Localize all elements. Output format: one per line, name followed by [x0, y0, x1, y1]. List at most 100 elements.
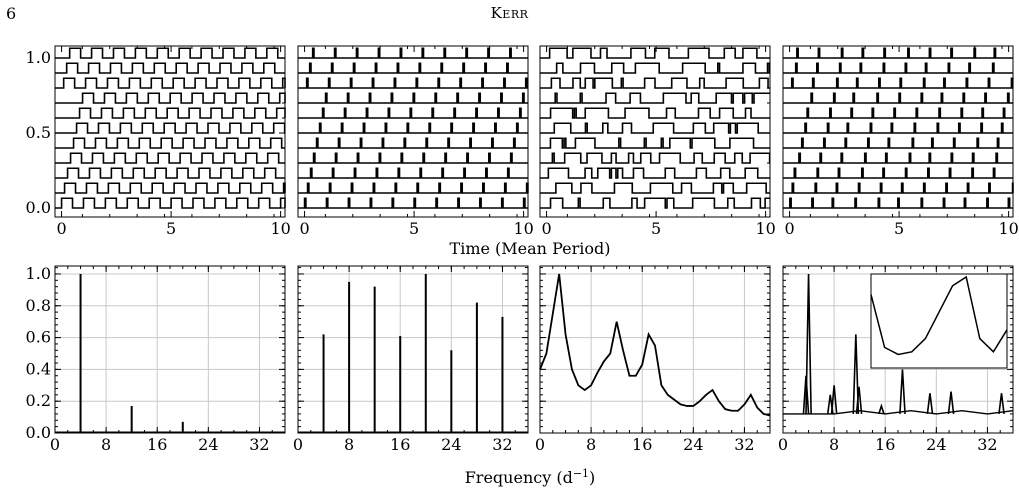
pulse-trace	[783, 62, 1013, 74]
x-tick-label: 16	[875, 435, 895, 454]
x-tick-label: 8	[344, 435, 354, 454]
pulse-trace	[298, 167, 528, 179]
x-tick-label: 8	[586, 435, 596, 454]
panel-top-4-frame	[782, 45, 1014, 218]
pulse-trace	[540, 122, 770, 134]
x-tick-label: 5	[894, 219, 904, 238]
pulse-trace	[298, 77, 528, 89]
x-tick-label: 24	[198, 435, 218, 454]
spectrum-curve	[539, 273, 771, 417]
x-tick-label: 10	[998, 219, 1018, 238]
pulse-trace	[783, 77, 1014, 89]
pulse-trace	[298, 47, 528, 59]
x-tick-label: 32	[734, 435, 754, 454]
x-tick-label: 0	[56, 219, 66, 238]
panel-bottom-1-frame	[54, 265, 286, 434]
pulse-trace	[783, 197, 1013, 209]
pulse-trace	[298, 197, 528, 209]
pulse-trace	[783, 137, 1013, 149]
x-tick-label: 8	[829, 435, 839, 454]
pulse-trace	[783, 122, 1013, 134]
x-tick-label: 0	[778, 435, 788, 454]
pulse-trace	[55, 182, 286, 194]
y-tick-label: 0.0	[26, 423, 51, 442]
x-tick-label: 5	[166, 219, 176, 238]
inset-curve	[870, 275, 1008, 356]
page-number: 6	[6, 4, 17, 23]
x-tick-label: 0	[784, 219, 794, 238]
pulse-trace	[55, 107, 286, 119]
x-tick-label: 5	[409, 219, 419, 238]
pulse-trace	[298, 62, 528, 74]
x-tick-label: 32	[492, 435, 512, 454]
pulse-trace	[298, 122, 528, 134]
x-tick-label: 24	[683, 435, 703, 454]
y-tick-label: 0.0	[26, 198, 51, 217]
pulse-trace	[55, 92, 286, 104]
panel-bottom-4: 0 8 16 24 32	[778, 265, 1014, 454]
spectral-peak	[805, 273, 812, 414]
pulse-trace	[55, 77, 286, 89]
x-tick-label: 24	[926, 435, 946, 454]
y-tick-label: 0.5	[26, 123, 51, 142]
pulse-trace	[540, 182, 770, 194]
pulse-trace	[783, 152, 1013, 164]
pulse-trace	[55, 152, 285, 164]
spectral-peak	[947, 391, 955, 415]
y-tick-label: 0.4	[26, 359, 51, 378]
pulse-trace	[540, 77, 770, 89]
running-head: Kerr	[490, 4, 529, 22]
x-tick-label: 8	[101, 435, 111, 454]
pulse-trace	[540, 92, 770, 104]
pulse-trace	[55, 197, 286, 209]
pulse-trace	[783, 107, 1013, 119]
panel-bottom-2-frame	[297, 265, 529, 434]
panel-top-4: 0 5 10	[782, 45, 1019, 238]
pulse-trace	[55, 122, 286, 134]
x-tick-label: 32	[977, 435, 997, 454]
pulse-trace	[55, 47, 285, 59]
panel-bottom-3: 0 8 16 24 32	[535, 265, 771, 454]
inset-frame	[870, 273, 1008, 369]
bottom-x-axis-label: Frequency (d−1)	[465, 467, 596, 487]
panel-bottom-1: 0 8 16 24 32 0.0 0.2 0.4 0.6 0.8 1.0	[26, 264, 286, 454]
pulse-trace	[55, 167, 285, 179]
pulse-trace	[540, 197, 770, 209]
x-tick-label: 0	[293, 435, 303, 454]
y-tick-label: 1.0	[26, 264, 51, 283]
pulse-trace	[55, 62, 285, 74]
spectrum-baseline	[783, 410, 1014, 415]
pulse-trace	[540, 62, 771, 74]
x-tick-label: 10	[755, 219, 775, 238]
panel-bottom-2: 0 8 16 24 32	[293, 265, 529, 454]
y-tick-label: 0.6	[26, 328, 51, 347]
x-tick-label: 0	[299, 219, 309, 238]
panel-top-3: 0 5 10	[539, 45, 776, 238]
pulse-trace	[540, 167, 770, 179]
panel-top-2: 0 5 10	[297, 45, 534, 238]
spectral-peak	[830, 385, 838, 414]
spectral-peak	[855, 386, 863, 414]
x-tick-label: 0	[535, 435, 545, 454]
pulse-trace	[298, 152, 528, 164]
x-tick-label: 10	[513, 219, 533, 238]
pulse-trace	[783, 47, 1013, 59]
x-tick-label: 24	[441, 435, 461, 454]
pulse-trace	[540, 137, 770, 149]
spectral-peak	[878, 403, 885, 415]
panel-top-3-frame	[539, 45, 771, 218]
y-tick-label: 1.0	[26, 48, 51, 67]
y-tick-label: 0.8	[26, 296, 51, 315]
y-tick-label: 0.2	[26, 391, 51, 410]
x-tick-label: 10	[270, 219, 290, 238]
panel-top-1: 0 5 10 0.0 0.5 1.0	[26, 45, 291, 238]
pulse-trace	[540, 152, 771, 164]
x-tick-label: 32	[249, 435, 269, 454]
x-tick-label: 5	[651, 219, 661, 238]
pulse-trace	[298, 92, 528, 104]
spectral-peak	[926, 393, 934, 415]
top-x-axis-label: Time (Mean Period)	[450, 239, 611, 258]
spectral-peak	[899, 369, 906, 414]
spectral-peak	[998, 393, 1005, 415]
